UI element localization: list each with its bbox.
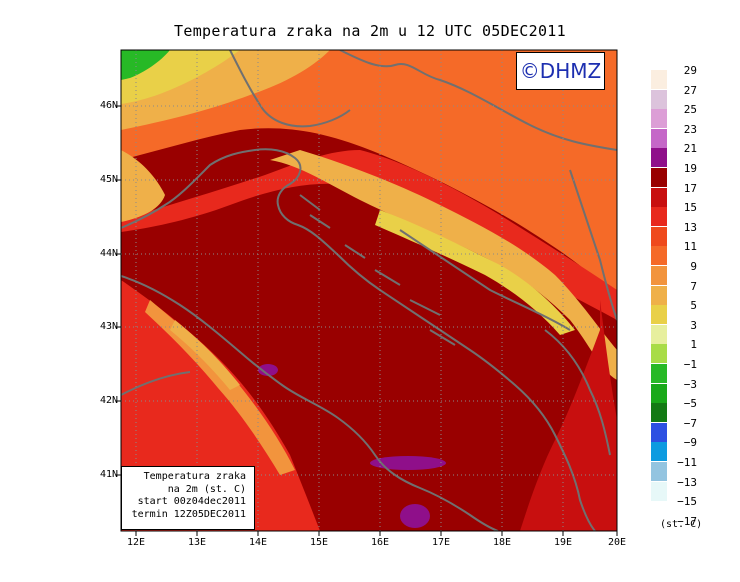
lat-label-42n: 42N	[99, 395, 118, 406]
red-band	[121, 150, 617, 320]
legend-swatch	[651, 187, 667, 207]
legend-label: 5	[690, 299, 697, 313]
legend-swatch	[651, 246, 667, 266]
legend-swatch	[651, 109, 667, 129]
info-line-4: termin 12Z05DEC2011	[131, 508, 246, 520]
lon-label-14e: 14E	[248, 537, 268, 548]
legend-label: −15	[677, 495, 697, 509]
border-east	[569, 169, 617, 321]
axis-ticks	[116, 105, 618, 536]
coastlines	[121, 50, 617, 531]
apennines-yellow	[170, 320, 240, 390]
legend-swatch	[651, 344, 667, 364]
legend-swatch	[651, 285, 667, 305]
info-box: Temperatura zraka na 2m (st. C) start 00…	[121, 466, 255, 530]
legend-label: 1	[690, 338, 697, 352]
border-bosnia	[399, 229, 571, 331]
legend-swatch	[651, 207, 667, 227]
legend-swatch	[651, 128, 667, 148]
info-line-1: Temperatura zraka	[143, 471, 246, 482]
lon-label-19e: 19E	[553, 537, 573, 548]
legend-label: −13	[677, 475, 697, 489]
italian-coast	[121, 275, 499, 531]
legend-swatch	[651, 383, 667, 403]
graticule	[121, 50, 617, 531]
legend-swatch	[651, 168, 667, 187]
lon-label-20e: 20E	[607, 537, 627, 548]
temperature-field	[121, 50, 617, 531]
northern-land-orange	[121, 50, 617, 300]
balkan-interior	[520, 300, 617, 531]
alps-green	[121, 50, 170, 80]
legend-swatch	[651, 148, 667, 168]
lon-label-13e: 13E	[187, 537, 207, 548]
legend-label: 21	[683, 142, 697, 156]
legend-label: −1	[683, 358, 697, 371]
legend-swatch	[651, 364, 667, 383]
legend-swatch	[651, 481, 667, 501]
legend-swatch	[651, 324, 667, 344]
legend-swatch	[651, 442, 667, 462]
legend-swatch	[651, 462, 667, 481]
lon-label-18e: 18E	[492, 537, 512, 548]
info-line-2: na 2m (st. C)	[167, 483, 246, 495]
hotspot-south	[370, 456, 446, 470]
lat-label-46n: 46N	[99, 100, 118, 111]
po-valley-yellow	[121, 150, 165, 222]
lon-label-16e: 16E	[370, 537, 390, 548]
info-line-3: start 00z04dec2011	[137, 496, 246, 507]
lon-label-17e: 17E	[431, 537, 451, 548]
dhmz-logo: ©DHMZ	[516, 52, 605, 90]
legend-label: 9	[690, 260, 697, 273]
lat-label-41n: 41N	[99, 469, 118, 480]
legend-label: −17	[677, 514, 697, 528]
legend-label: −11	[677, 456, 697, 469]
legend-label: 19	[683, 162, 697, 175]
east-adriatic-coast	[121, 148, 596, 531]
legend-label: 29	[683, 64, 697, 77]
legend-label: 13	[683, 220, 697, 234]
legend-swatch	[651, 305, 667, 325]
legend-swatch	[651, 403, 667, 423]
legend-swatch	[651, 422, 667, 442]
legend-swatch	[651, 226, 667, 246]
legend-label: 3	[690, 318, 697, 332]
hotspot-central	[258, 364, 278, 376]
legend-label: 15	[683, 201, 697, 215]
lon-label-15e: 15E	[309, 537, 329, 548]
lat-label-45n: 45N	[99, 174, 118, 185]
lat-label-43n: 43N	[99, 321, 118, 332]
legend-swatch	[651, 89, 667, 109]
lon-label-12e: 12E	[126, 537, 146, 548]
legend-label: −5	[683, 397, 697, 411]
legend-label: 23	[683, 122, 697, 136]
legend-label: −7	[683, 416, 697, 430]
highlands-cold	[375, 210, 575, 335]
legend-label: 7	[690, 279, 697, 293]
hotspot-south-2	[400, 504, 430, 528]
lat-label-44n: 44N	[99, 248, 118, 259]
map-title: Temperatura zraka na 2m u 12 UTC 05DEC20…	[174, 22, 566, 40]
legend-label: −3	[683, 377, 697, 391]
legend-label: 25	[683, 103, 697, 117]
legend-label: 11	[683, 240, 697, 254]
legend-swatch	[651, 266, 667, 285]
map-frame	[120, 49, 618, 532]
gargano	[121, 371, 191, 396]
apennines-orange	[145, 300, 295, 475]
legend-swatch	[651, 501, 667, 521]
border-north	[339, 50, 617, 151]
legend-unit: (st. C)	[660, 519, 703, 530]
gulf-of-trieste	[229, 50, 351, 128]
border-se	[544, 329, 611, 456]
legend-label: 17	[683, 181, 697, 195]
legend-label: −9	[683, 436, 697, 450]
legend-label: 27	[683, 83, 697, 97]
legend-swatch	[651, 70, 667, 89]
islands	[299, 194, 456, 346]
